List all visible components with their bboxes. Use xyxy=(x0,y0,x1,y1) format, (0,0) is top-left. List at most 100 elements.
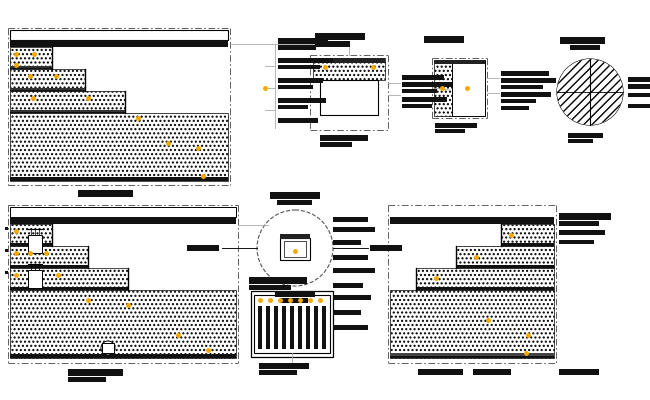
Bar xyxy=(78,190,133,197)
Bar xyxy=(278,98,326,103)
Bar xyxy=(456,265,554,268)
Bar xyxy=(568,133,603,138)
Bar xyxy=(315,33,365,40)
Bar xyxy=(10,287,128,290)
Bar xyxy=(370,245,402,251)
Bar xyxy=(102,343,114,353)
Bar xyxy=(424,36,464,43)
Bar xyxy=(418,369,463,375)
Bar xyxy=(68,369,123,376)
Bar xyxy=(333,310,361,315)
Bar xyxy=(278,58,333,63)
Bar xyxy=(402,89,437,93)
Bar xyxy=(278,85,313,89)
Bar xyxy=(628,93,650,97)
Bar xyxy=(10,66,52,69)
Bar xyxy=(559,213,611,220)
Bar xyxy=(290,306,294,349)
Bar xyxy=(10,88,85,90)
Bar xyxy=(278,118,318,123)
Bar xyxy=(258,306,262,349)
Bar xyxy=(5,249,8,252)
Bar xyxy=(10,246,88,268)
Bar xyxy=(501,99,536,103)
Bar xyxy=(284,241,306,257)
Bar xyxy=(402,97,447,102)
Bar xyxy=(10,110,125,112)
Bar xyxy=(501,243,554,246)
Bar xyxy=(320,80,378,115)
Bar xyxy=(68,377,106,382)
Bar xyxy=(10,40,228,47)
Bar xyxy=(402,82,452,87)
Bar xyxy=(333,217,368,222)
Bar xyxy=(277,200,312,205)
Bar xyxy=(5,227,8,230)
Bar xyxy=(249,277,307,284)
Bar xyxy=(435,129,465,133)
Bar xyxy=(28,270,42,288)
Bar xyxy=(501,71,549,76)
Bar xyxy=(333,240,361,245)
Bar xyxy=(456,246,554,268)
Bar xyxy=(434,60,485,64)
Bar xyxy=(274,306,278,349)
Bar xyxy=(10,243,52,246)
Bar xyxy=(278,78,323,83)
Bar xyxy=(10,268,128,290)
Bar xyxy=(10,290,236,358)
Circle shape xyxy=(101,341,115,355)
Bar xyxy=(259,370,297,375)
Bar xyxy=(280,234,310,239)
Bar xyxy=(280,238,310,260)
Bar xyxy=(501,78,556,83)
Bar xyxy=(275,291,315,297)
Bar xyxy=(402,75,444,80)
Bar xyxy=(452,60,485,116)
Bar xyxy=(559,240,594,244)
Bar xyxy=(28,235,42,253)
Bar xyxy=(306,306,310,349)
Bar xyxy=(501,224,554,246)
Circle shape xyxy=(557,59,623,125)
Bar xyxy=(313,58,385,63)
Bar xyxy=(254,295,330,353)
Bar xyxy=(10,177,228,181)
Bar xyxy=(628,77,650,82)
Bar xyxy=(313,58,385,80)
Bar xyxy=(278,45,316,50)
Bar xyxy=(282,306,286,349)
Bar xyxy=(10,66,52,68)
Bar xyxy=(454,63,483,113)
Bar xyxy=(322,306,326,349)
Bar xyxy=(473,369,511,375)
Bar xyxy=(333,325,368,330)
Bar xyxy=(10,217,236,224)
Bar xyxy=(416,268,554,290)
Bar xyxy=(402,104,432,108)
Bar xyxy=(559,369,599,375)
Bar xyxy=(501,92,551,97)
Bar xyxy=(298,306,302,349)
Bar xyxy=(320,142,352,147)
Bar xyxy=(10,224,52,246)
Bar xyxy=(10,354,236,358)
Bar xyxy=(10,265,88,268)
Bar xyxy=(314,306,318,349)
Bar xyxy=(560,37,605,44)
Bar xyxy=(322,82,376,112)
Bar xyxy=(10,47,52,69)
Bar xyxy=(416,287,554,290)
Bar xyxy=(501,106,529,110)
Bar xyxy=(251,291,333,357)
Bar xyxy=(390,353,554,356)
Bar xyxy=(568,139,593,143)
Circle shape xyxy=(257,210,333,286)
Bar xyxy=(390,290,554,358)
Bar xyxy=(390,217,554,224)
Bar xyxy=(266,306,270,349)
Bar xyxy=(259,363,309,369)
Bar xyxy=(559,221,599,226)
Bar xyxy=(559,230,605,235)
Bar xyxy=(333,268,375,273)
